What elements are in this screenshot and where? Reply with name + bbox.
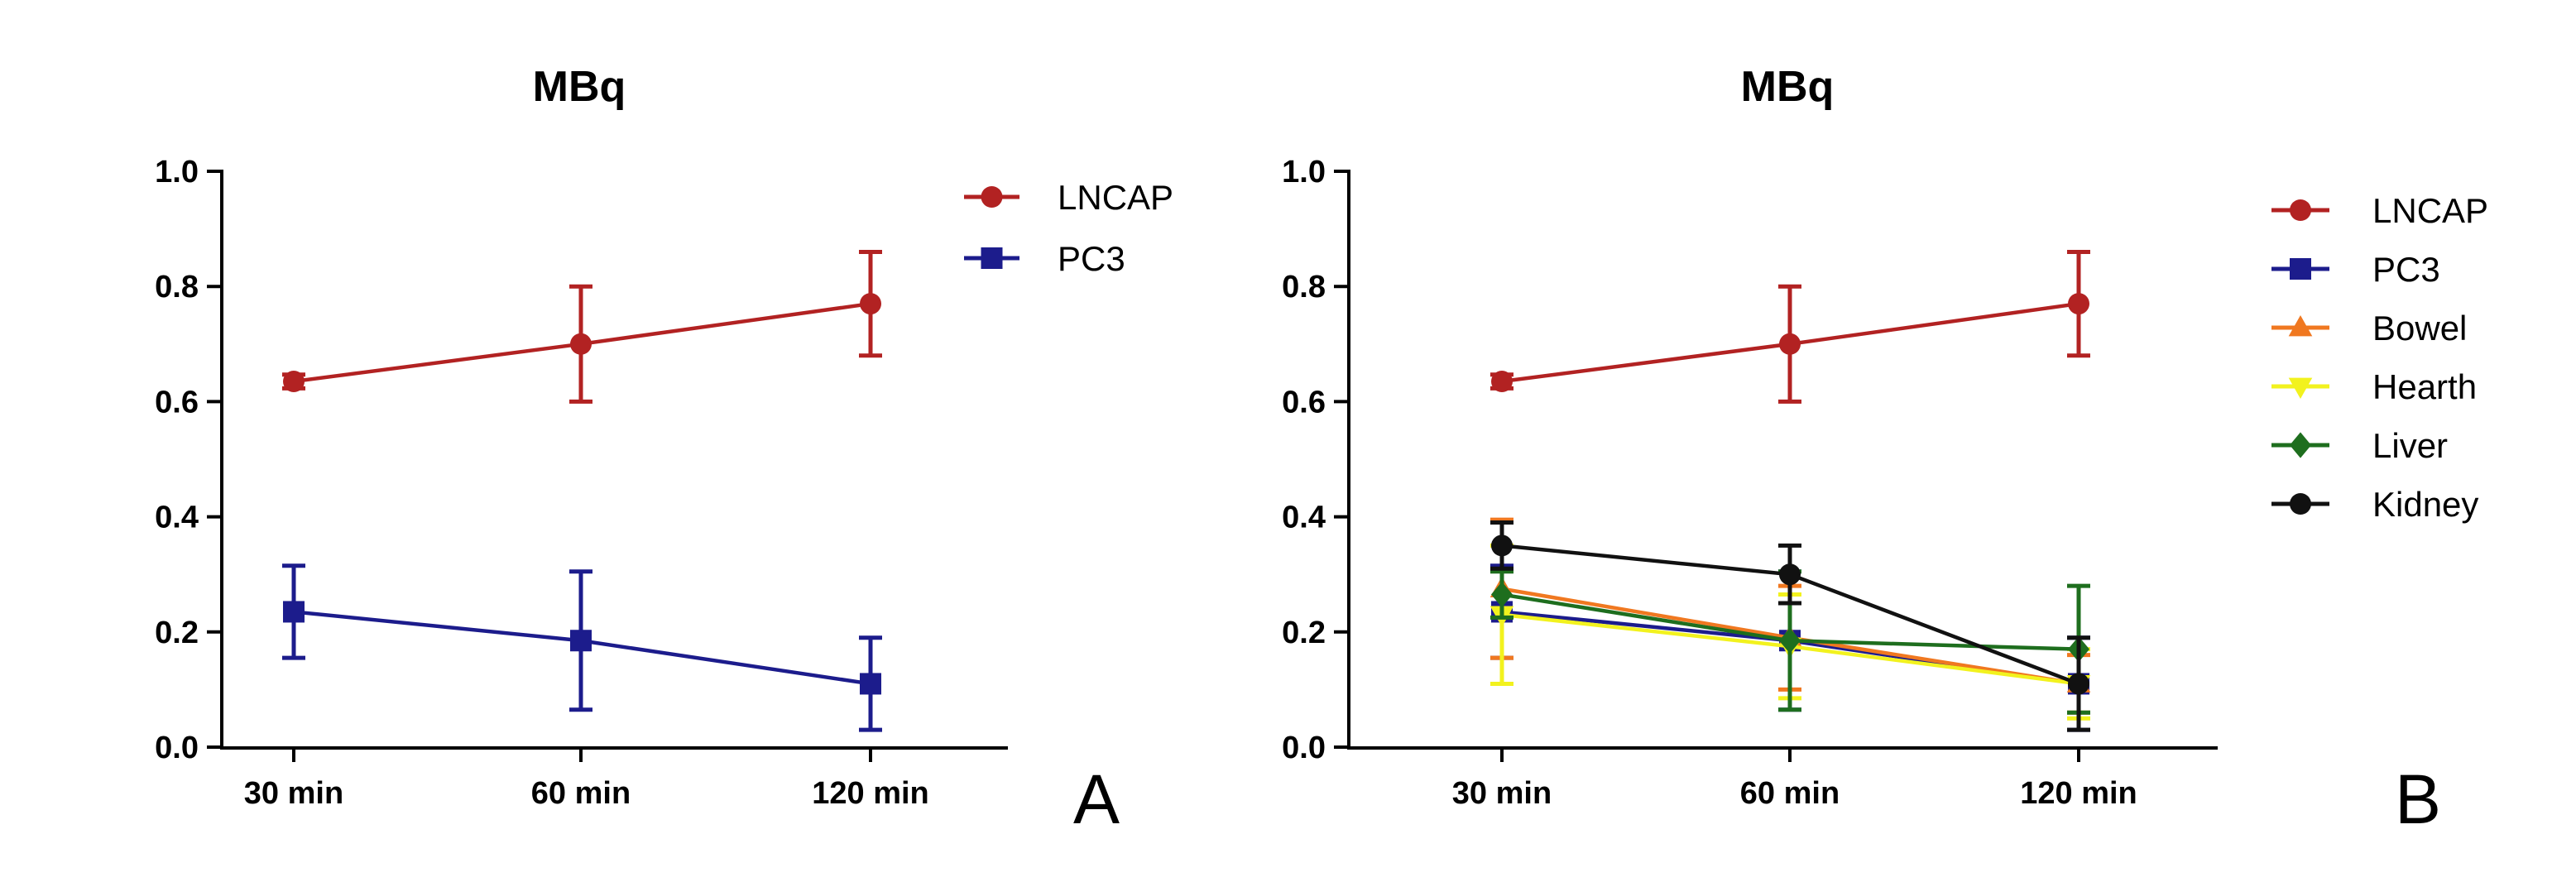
data-point-lncap: [2068, 293, 2089, 315]
legend-marker: [981, 247, 1003, 269]
data-point-liver: [1491, 581, 1513, 608]
legend: LNCAP PC3 Bowel Hearth Liver Kidney: [2271, 191, 2488, 524]
x-tick-label: 120 min: [2020, 776, 2137, 811]
data-point-lncap: [1491, 371, 1513, 393]
y-tick-label: 0.4: [1282, 501, 1326, 535]
y-tick-label: 0.2: [1282, 616, 1326, 650]
data-point-lncap: [283, 371, 305, 393]
y-tick-label: 1.0: [155, 155, 199, 189]
legend-label: Bowel: [2372, 309, 2467, 348]
y-tick-label: 0.4: [155, 501, 199, 535]
y-tick-label: 0.0: [1282, 731, 1326, 765]
legend: LNCAP PC3: [964, 178, 1173, 278]
data-point-pc3: [860, 673, 881, 695]
series-kidney: [1490, 520, 2090, 732]
y-tick-label: 0.0: [155, 731, 199, 765]
legend-item-kidney: Kidney: [2271, 485, 2478, 524]
y-tick-label: 0.6: [155, 385, 199, 419]
legend-label: Liver: [2372, 426, 2448, 465]
legend-marker: [2290, 258, 2311, 280]
x-tick-label: 30 min: [244, 776, 343, 811]
panel-a: MBq 0.0 0.2 0.4 0.6 0.8 1.0 30 min 60 min 120 min…: [155, 63, 1173, 838]
data-point-pc3: [283, 601, 305, 623]
x-tick-label: 30 min: [1452, 776, 1552, 811]
legend-item-lncap: LNCAP: [2271, 191, 2488, 230]
legend-item-pc3: PC3: [2271, 250, 2440, 289]
data-point-kidney: [2068, 673, 2089, 695]
data-point-pc3: [570, 630, 592, 652]
data-point-lncap: [860, 293, 881, 315]
y-tick-label: 0.8: [155, 270, 199, 304]
x-tick-label: 120 min: [812, 776, 929, 811]
series-lncap: [282, 249, 882, 404]
panel-label: B: [2395, 760, 2441, 838]
x-tick-label: 60 min: [1740, 776, 1840, 811]
x-tick-label: 60 min: [531, 776, 631, 811]
legend-label: LNCAP: [2372, 191, 2488, 230]
y-tick-label: 1.0: [1282, 155, 1326, 189]
data-point-lncap: [570, 333, 592, 355]
data-point-kidney: [1779, 563, 1801, 586]
legend-item-hearth: Hearth: [2271, 367, 2477, 406]
legend-item-pc3: PC3: [964, 239, 1125, 278]
legend-item-bowel: Bowel: [2271, 309, 2467, 348]
series-lncap: [1490, 249, 2090, 404]
y-tick-label: 0.6: [1282, 385, 1326, 419]
panel-label: A: [1073, 760, 1120, 838]
legend-marker: [981, 186, 1003, 208]
legend-label: LNCAP: [1058, 178, 1173, 217]
y-tick-label: 0.8: [1282, 270, 1326, 304]
series-pc3: [282, 563, 882, 732]
legend-item-lncap: LNCAP: [964, 178, 1173, 217]
data-point-liver: [1779, 627, 1801, 654]
legend-marker: [2290, 199, 2311, 221]
y-tick-label: 0.2: [155, 616, 199, 650]
legend-label: PC3: [1058, 239, 1125, 278]
legend-label: Hearth: [2372, 367, 2477, 406]
legend-marker: [2288, 315, 2313, 337]
panel-b: MBq 0.0 0.2 0.4 0.6 0.8 1.0 30 min 60 min 120 min…: [1282, 63, 2488, 838]
data-point-kidney: [1491, 534, 1513, 557]
legend-item-liver: Liver: [2271, 426, 2448, 465]
chart-title: MBq: [533, 63, 626, 111]
legend-marker: [2290, 493, 2311, 515]
chart-title: MBq: [1741, 63, 1835, 111]
legend-label: PC3: [2372, 250, 2440, 289]
legend-label: Kidney: [2372, 485, 2478, 524]
legend-marker: [2288, 377, 2313, 399]
legend-marker: [2290, 432, 2311, 458]
data-point-lncap: [1779, 333, 1801, 355]
